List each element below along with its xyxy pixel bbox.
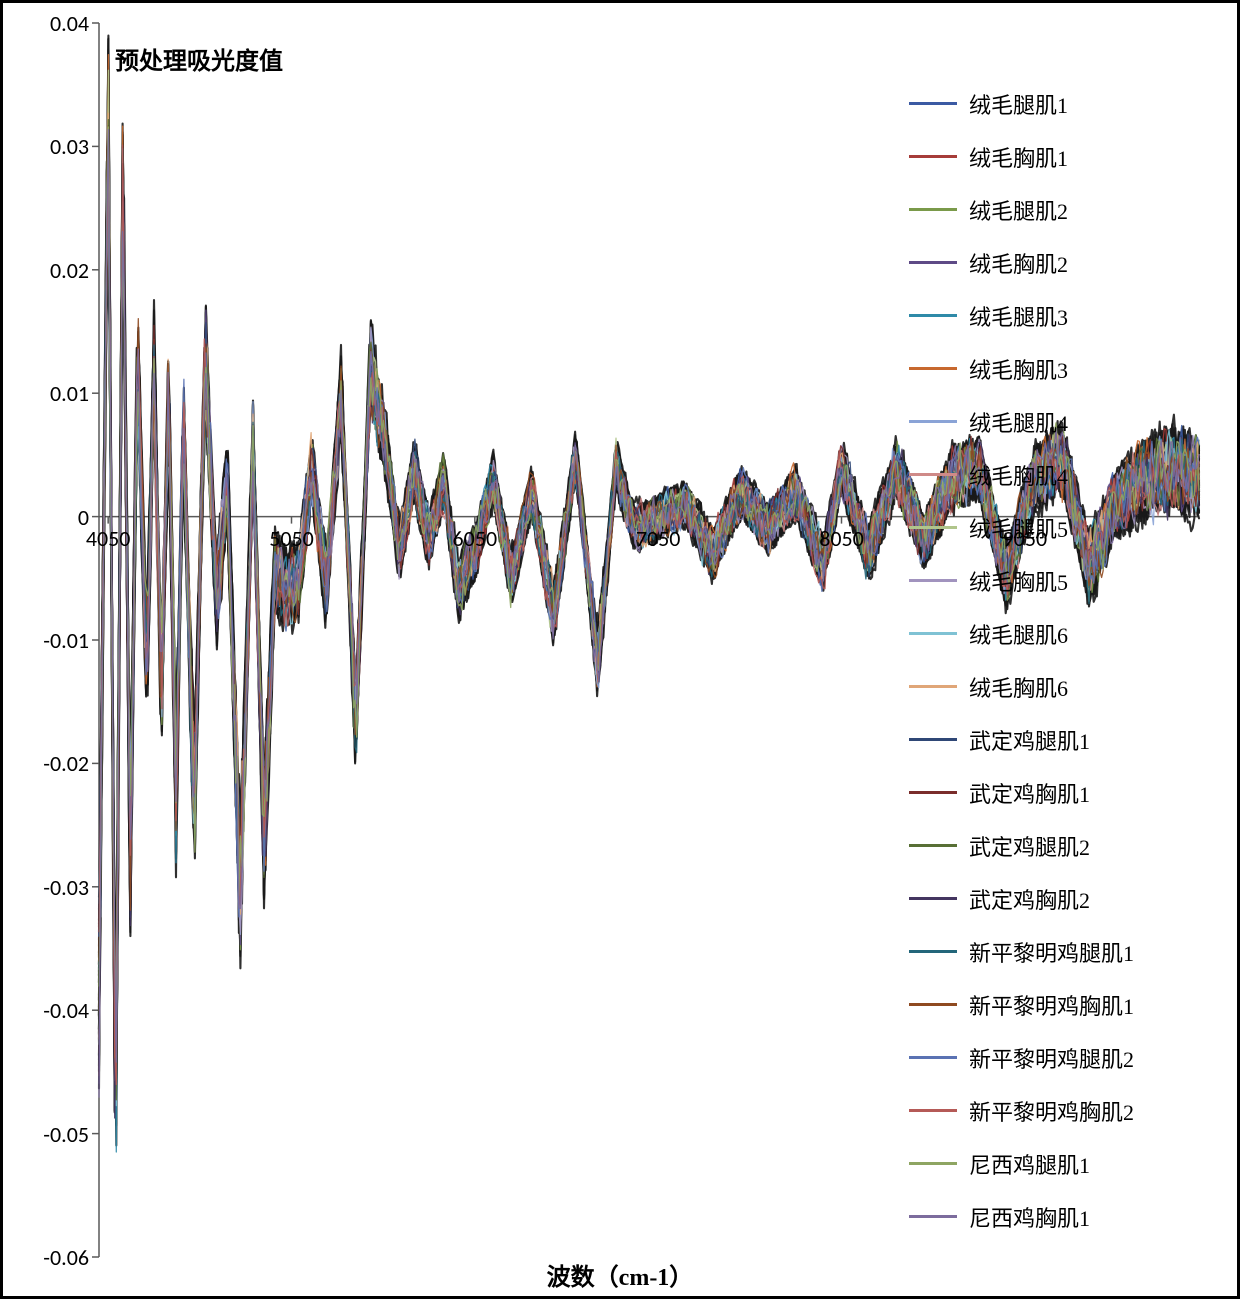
x-tick: 8050 bbox=[819, 525, 864, 552]
legend-swatch bbox=[909, 102, 957, 105]
legend-label: 尼西鸡胸肌1 bbox=[969, 1201, 1090, 1233]
y-tick: 0.03 bbox=[9, 133, 89, 160]
legend-swatch bbox=[909, 579, 957, 582]
legend-item: 尼西鸡腿肌1 bbox=[909, 1137, 1209, 1190]
y-tick: -0.05 bbox=[9, 1121, 89, 1148]
y-tick: 0.01 bbox=[9, 380, 89, 407]
legend-label: 绒毛腿肌4 bbox=[969, 406, 1068, 438]
x-axis-title: 波数（cm-1） bbox=[3, 1257, 1237, 1292]
legend-item: 新平黎明鸡胸肌1 bbox=[909, 978, 1209, 1031]
legend: 绒毛腿肌1 绒毛胸肌1 绒毛腿肌2 绒毛胸肌2 绒毛腿肌3 绒毛胸肌3 绒毛腿肌4 绒毛胸肌4… bbox=[909, 77, 1209, 1243]
legend-item: 武定鸡腿肌1 bbox=[909, 713, 1209, 766]
y-tick: 0.04 bbox=[9, 10, 89, 37]
legend-swatch bbox=[909, 367, 957, 370]
legend-item: 绒毛胸肌5 bbox=[909, 554, 1209, 607]
legend-label: 绒毛腿肌6 bbox=[969, 618, 1068, 650]
chart-frame: 预处理吸光度值 波数（cm-1） -0.06 -0.05 -0.04 -0.03 -0.… bbox=[0, 0, 1240, 1299]
legend-item: 绒毛胸肌2 bbox=[909, 236, 1209, 289]
legend-item: 绒毛胸肌4 bbox=[909, 448, 1209, 501]
legend-label: 武定鸡胸肌1 bbox=[969, 777, 1090, 809]
legend-label: 绒毛腿肌2 bbox=[969, 194, 1068, 226]
legend-item: 绒毛腿肌6 bbox=[909, 607, 1209, 660]
legend-item: 绒毛胸肌6 bbox=[909, 660, 1209, 713]
legend-label: 绒毛胸肌2 bbox=[969, 247, 1068, 279]
legend-swatch bbox=[909, 1003, 957, 1006]
legend-swatch bbox=[909, 208, 957, 211]
legend-swatch bbox=[909, 473, 957, 476]
legend-item: 绒毛腿肌1 bbox=[909, 77, 1209, 130]
legend-swatch bbox=[909, 738, 957, 741]
legend-swatch bbox=[909, 685, 957, 688]
legend-item: 武定鸡胸肌1 bbox=[909, 766, 1209, 819]
legend-label: 新平黎明鸡胸肌1 bbox=[969, 989, 1134, 1021]
legend-item: 新平黎明鸡腿肌1 bbox=[909, 925, 1209, 978]
legend-label: 尼西鸡腿肌1 bbox=[969, 1148, 1090, 1180]
legend-item: 绒毛腿肌2 bbox=[909, 183, 1209, 236]
legend-label: 武定鸡腿肌2 bbox=[969, 830, 1090, 862]
legend-swatch bbox=[909, 526, 957, 529]
x-tick: 6050 bbox=[453, 525, 498, 552]
legend-swatch bbox=[909, 844, 957, 847]
x-tick: 7050 bbox=[636, 525, 681, 552]
legend-label: 绒毛腿肌5 bbox=[969, 512, 1068, 544]
legend-label: 绒毛胸肌6 bbox=[969, 671, 1068, 703]
legend-label: 绒毛胸肌1 bbox=[969, 141, 1068, 173]
legend-swatch bbox=[909, 1056, 957, 1059]
x-tick: 4050 bbox=[86, 525, 131, 552]
legend-item: 绒毛胸肌3 bbox=[909, 342, 1209, 395]
legend-swatch bbox=[909, 1215, 957, 1218]
legend-swatch bbox=[909, 1162, 957, 1165]
legend-label: 新平黎明鸡胸肌2 bbox=[969, 1095, 1134, 1127]
legend-item: 新平黎明鸡胸肌2 bbox=[909, 1084, 1209, 1137]
legend-swatch bbox=[909, 1109, 957, 1112]
x-tick: 5050 bbox=[269, 525, 314, 552]
legend-item: 绒毛腿肌5 bbox=[909, 501, 1209, 554]
y-axis-title: 预处理吸光度值 bbox=[115, 41, 283, 76]
legend-label: 绒毛腿肌3 bbox=[969, 300, 1068, 332]
legend-swatch bbox=[909, 950, 957, 953]
legend-swatch bbox=[909, 420, 957, 423]
legend-label: 新平黎明鸡腿肌2 bbox=[969, 1042, 1134, 1074]
legend-swatch bbox=[909, 155, 957, 158]
y-tick: -0.06 bbox=[9, 1244, 89, 1271]
legend-item: 绒毛胸肌1 bbox=[909, 130, 1209, 183]
legend-swatch bbox=[909, 897, 957, 900]
y-tick: 0 bbox=[9, 504, 89, 531]
legend-item: 武定鸡腿肌2 bbox=[909, 819, 1209, 872]
legend-label: 武定鸡腿肌1 bbox=[969, 724, 1090, 756]
legend-swatch bbox=[909, 261, 957, 264]
legend-item: 新平黎明鸡腿肌2 bbox=[909, 1031, 1209, 1084]
legend-item: 绒毛腿肌3 bbox=[909, 289, 1209, 342]
legend-swatch bbox=[909, 632, 957, 635]
legend-label: 绒毛胸肌4 bbox=[969, 459, 1068, 491]
y-tick: -0.02 bbox=[9, 750, 89, 777]
legend-swatch bbox=[909, 791, 957, 794]
y-tick: -0.01 bbox=[9, 627, 89, 654]
y-tick: 0.02 bbox=[9, 257, 89, 284]
legend-swatch bbox=[909, 314, 957, 317]
legend-item: 绒毛腿肌4 bbox=[909, 395, 1209, 448]
legend-label: 武定鸡胸肌2 bbox=[969, 883, 1090, 915]
legend-item: 尼西鸡胸肌1 bbox=[909, 1190, 1209, 1243]
y-tick: -0.04 bbox=[9, 997, 89, 1024]
legend-item: 武定鸡胸肌2 bbox=[909, 872, 1209, 925]
legend-label: 绒毛腿肌1 bbox=[969, 88, 1068, 120]
y-tick: -0.03 bbox=[9, 874, 89, 901]
legend-label: 绒毛胸肌3 bbox=[969, 353, 1068, 385]
legend-label: 新平黎明鸡腿肌1 bbox=[969, 936, 1134, 968]
legend-label: 绒毛胸肌5 bbox=[969, 565, 1068, 597]
